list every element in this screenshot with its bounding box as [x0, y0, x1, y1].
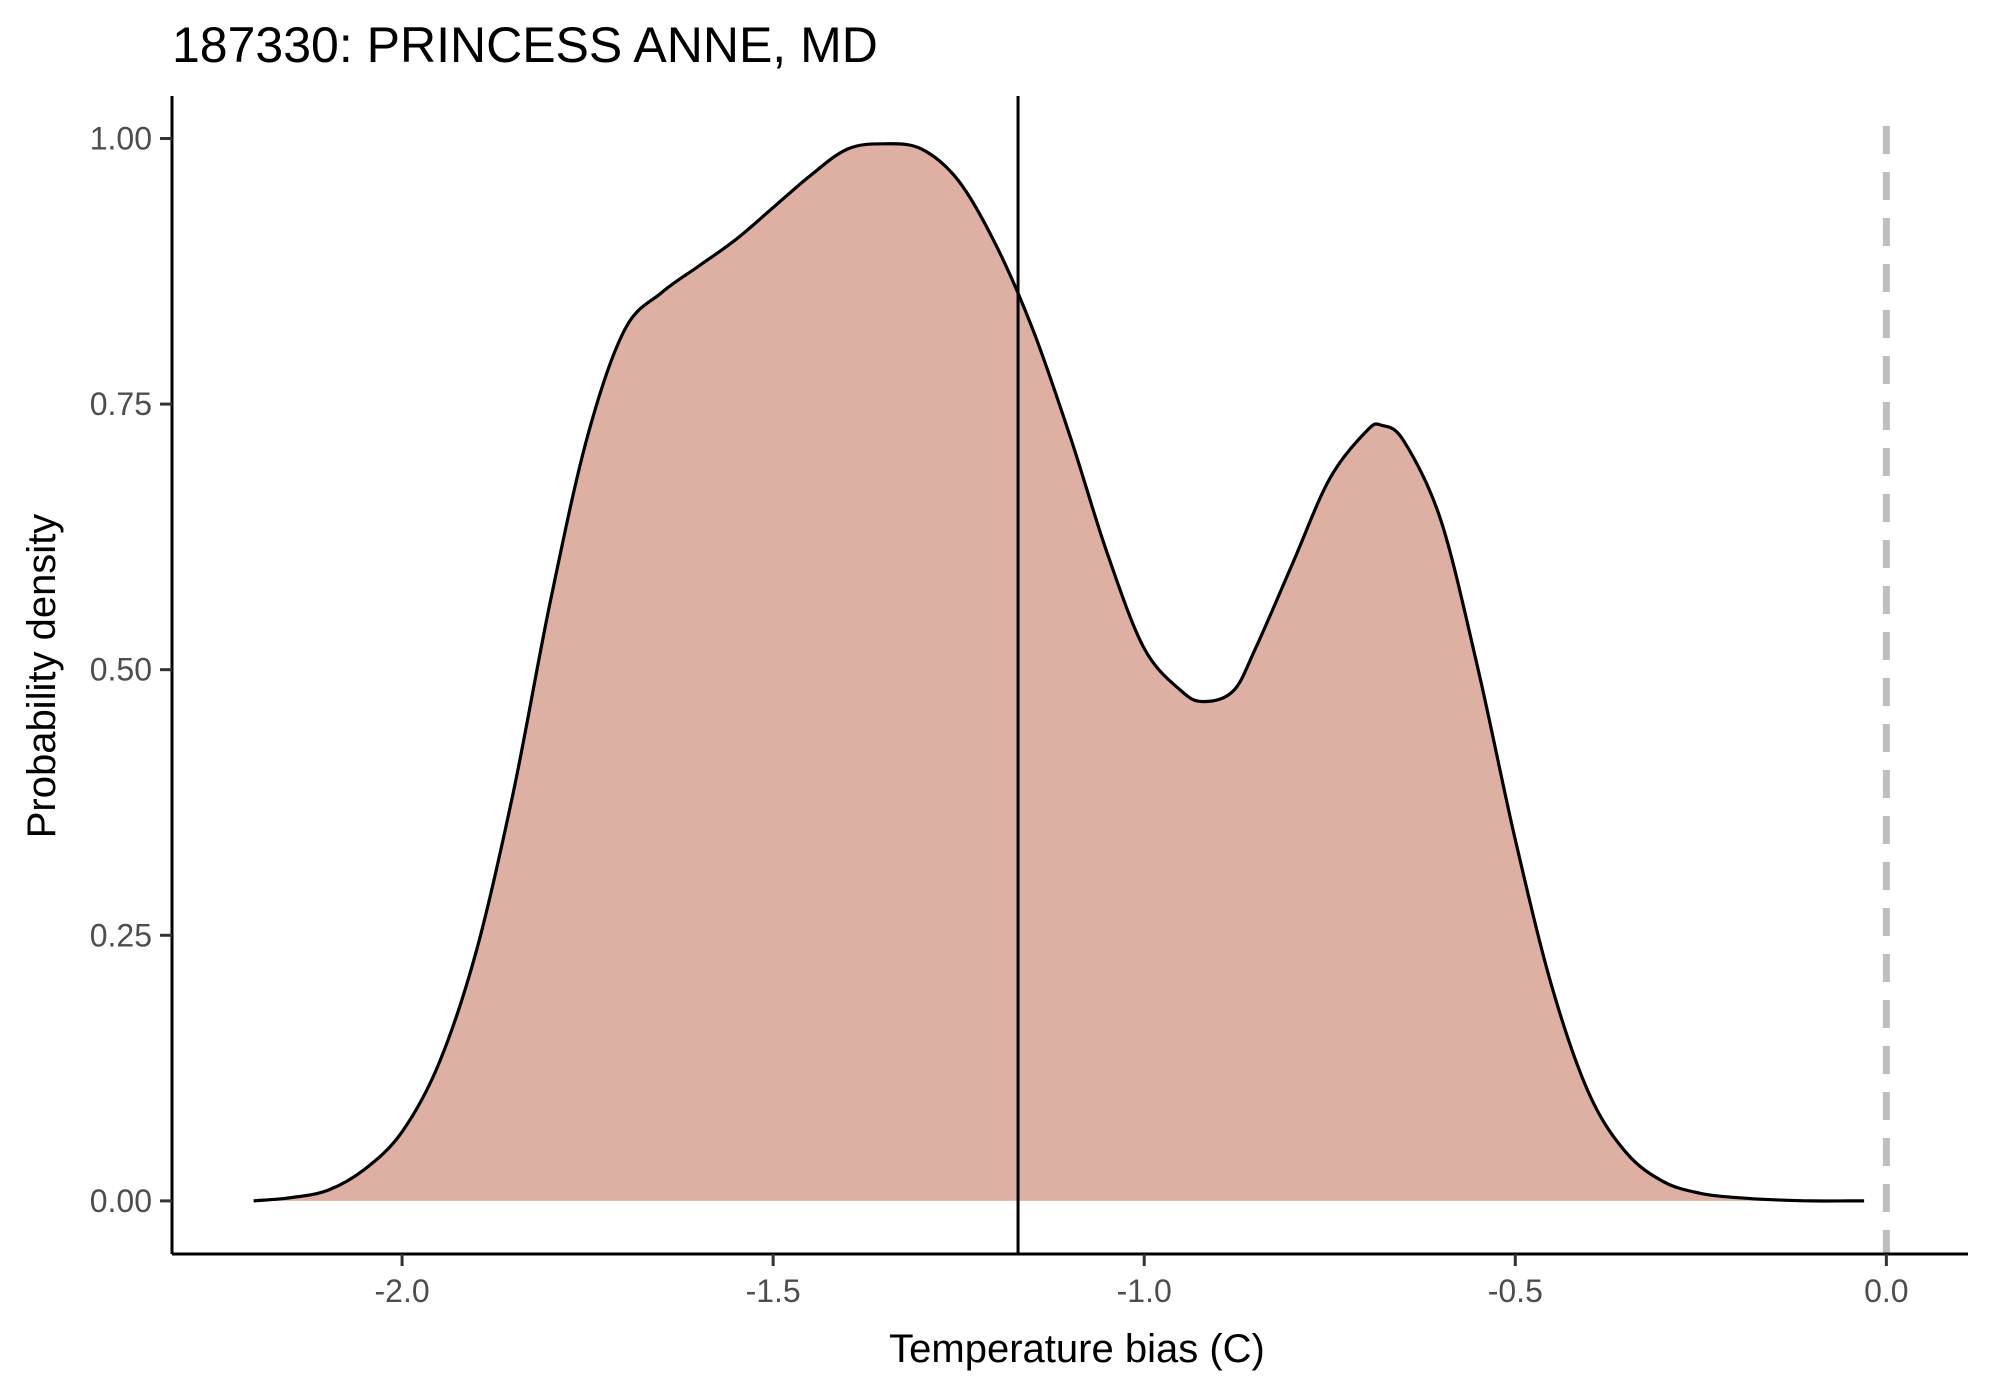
plot-area: [253, 96, 1890, 1254]
density-curve: [253, 142, 1865, 1203]
axes: -2.0 -1.5 -1.0 -0.5 0.0 0.00 0.25 0.50 0.75 1.00: [90, 96, 1968, 1309]
y-axis-ticks: 0.00 0.25 0.50 0.75 1.00: [90, 120, 172, 1219]
y-axis-title: Probability density: [20, 514, 64, 839]
x-tick-label: -1.5: [746, 1273, 801, 1309]
y-tick-label: 1.00: [90, 120, 152, 156]
reference-lines: [1016, 96, 1890, 1254]
y-tick-label: 0.00: [90, 1183, 152, 1219]
y-tick-label: 0.75: [90, 386, 152, 422]
x-axis-ticks: -2.0 -1.5 -1.0 -0.5 0.0: [374, 1254, 1909, 1309]
chart-title: 187330: PRINCESS ANNE, MD: [172, 17, 878, 73]
y-tick-label: 0.50: [90, 652, 152, 688]
x-tick-label: -2.0: [374, 1273, 429, 1309]
x-tick-label: -1.0: [1117, 1273, 1172, 1309]
density-area: [253, 143, 1865, 1201]
x-tick-label: -0.5: [1488, 1273, 1543, 1309]
y-tick-label: 0.25: [90, 917, 152, 953]
x-tick-label: 0.0: [1864, 1273, 1908, 1309]
x-axis-title: Temperature bias (C): [889, 1327, 1265, 1371]
